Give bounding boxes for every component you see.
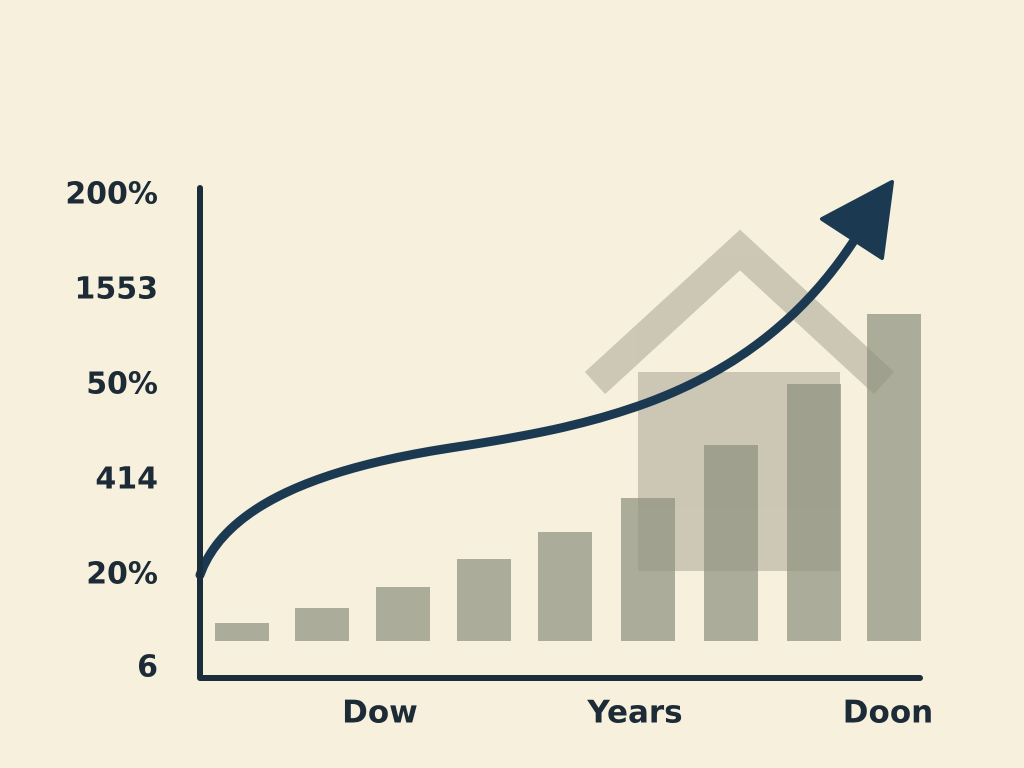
trend-curve [195,223,867,580]
bar [704,445,758,641]
house-roof [584,229,895,395]
y-axis-label: 200% [65,177,158,212]
bar [376,587,430,641]
y-axis-label: 6 [137,650,158,685]
y-axis-label: 20% [86,557,158,592]
bar [867,314,921,641]
bar [787,384,841,641]
bar [215,623,269,641]
bar [538,532,592,641]
bar [621,498,675,641]
bars [215,314,921,641]
axes [197,185,923,681]
x-axis-label: Doon [843,695,933,731]
y-axis-label: 414 [95,462,158,497]
y-axis-label: 50% [86,367,158,402]
x-axis-label: Years [586,695,682,731]
bar [457,559,511,641]
y-axis-label: 1553 [75,272,159,307]
x-axis-label: Dow [342,695,418,731]
trend-arrowhead [820,180,894,260]
bar [295,608,349,641]
